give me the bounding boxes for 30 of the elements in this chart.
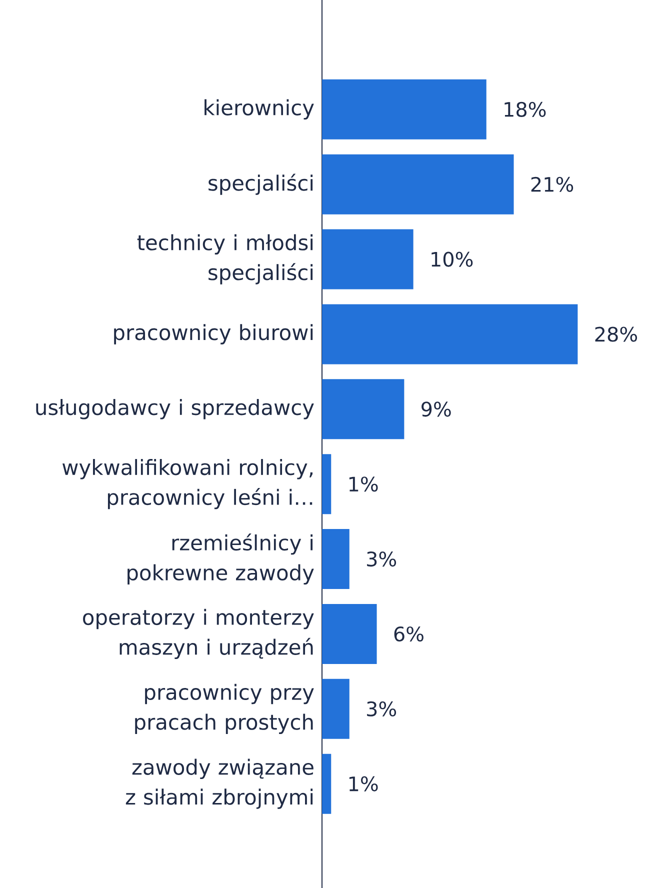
data-label: 28% [595,326,637,342]
y-tick-label: wykwalifikowani rolnicy, pracownicy leśni i… [62,459,312,510]
data-label: 9% [422,402,451,417]
bar [322,229,414,290]
y-tick-label: technicy i młodsi specjaliści [137,234,313,284]
bar [322,754,332,814]
data-label: 1% [349,476,378,492]
data-label: 6% [394,626,424,642]
y-tick-label: rzemieślnicy i pokrewne zawody [128,534,314,585]
bar [322,454,332,514]
data-label: 18% [504,102,546,117]
y-tick-label: pracownicy biurowi [114,324,313,344]
data-label: 21% [531,176,574,192]
y-tick-label: zawody związane z siłami zbrojnymi [126,758,314,809]
y-tick-label: operatorzy i monterzy maszyn i urządzeń [83,608,314,660]
data-label: 10% [432,252,473,267]
bar [322,154,514,214]
y-tick-label: specjaliści [208,174,313,195]
data-label: 1% [349,776,378,792]
data-label: 3% [367,552,396,567]
bar [322,304,578,364]
y-tick-label: pracownicy przy pracach prostych [135,684,314,734]
y-tick-label: kierownicy [204,99,314,120]
bar [322,79,486,140]
data-label: 3% [367,701,396,716]
bar [322,529,350,590]
bar [322,379,404,440]
bar [322,604,377,664]
y-tick-label: usługodawcy i sprzedawcy [36,399,314,420]
bar [322,678,350,739]
